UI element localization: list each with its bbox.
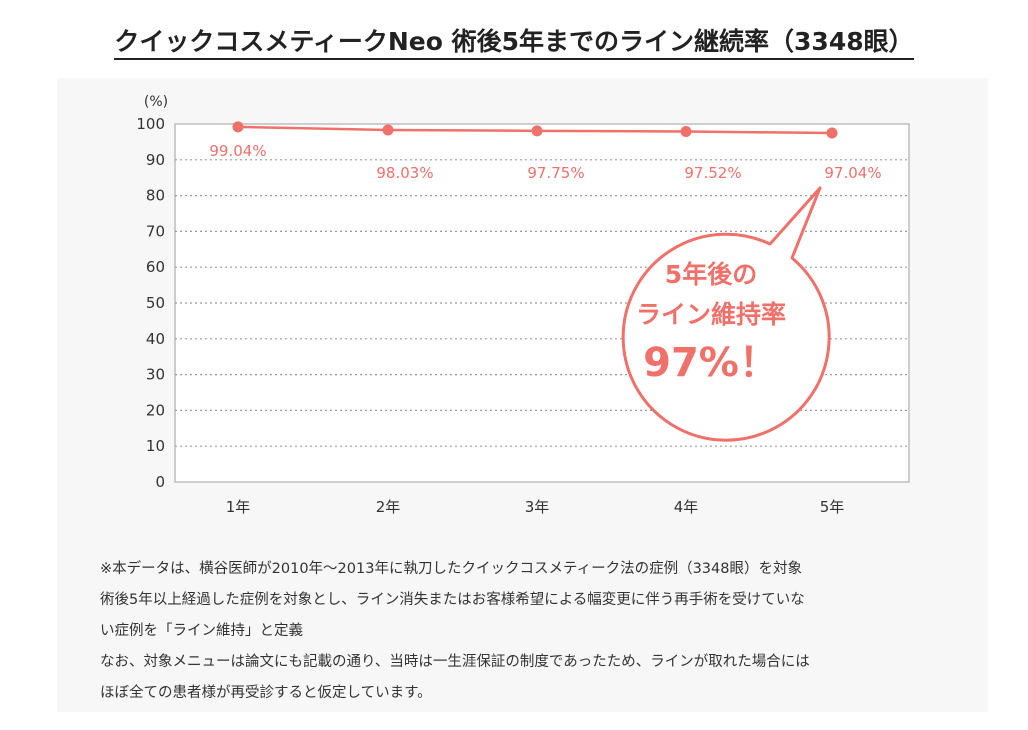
footnote: ※本データは、横谷医師が2010年〜2013年に執刀したクイックコスメティーク法… <box>100 554 950 709</box>
y-tick-label: 80 <box>146 187 165 205</box>
footnote-line-5: ほぼ全ての患者様が再受診すると仮定しています。 <box>100 685 432 701</box>
y-tick-label: 70 <box>146 222 165 240</box>
footnote-line-3: い症例を「ライン維持」と定義 <box>100 623 303 639</box>
y-tick-label: 100 <box>136 115 165 133</box>
series-point <box>382 124 394 136</box>
y-tick-label: 60 <box>146 258 165 276</box>
x-category-label: 2年 <box>376 498 401 516</box>
data-label: 97.52% <box>684 164 741 182</box>
data-label: 97.75% <box>527 164 584 182</box>
y-axis-ticks: 0 10 20 30 40 50 60 70 80 90 100 <box>136 115 165 491</box>
y-tick-label: 0 <box>155 473 165 491</box>
footnote-line-2: 術後5年以上経過した症例を対象とし、ライン消失またはお客様希望による幅変更に伴う… <box>100 592 805 608</box>
callout-shape <box>621 186 831 442</box>
callout-bubble: 5年後の ライン維持率 97%！ <box>621 186 831 442</box>
data-label: 97.04% <box>824 164 881 182</box>
footnote-line-1: ※本データは、横谷医師が2010年〜2013年に執刀したクイックコスメティーク法… <box>100 561 802 577</box>
series-point <box>232 121 244 133</box>
chart-title: クイックコスメティークNeo 術後5年までのライン継続率（3348眼） <box>114 27 914 60</box>
y-tick-label: 10 <box>146 437 165 455</box>
x-axis-categories: 1年 2年 3年 4年 5年 <box>226 498 845 516</box>
y-tick-label: 90 <box>146 151 165 169</box>
data-label: 98.03% <box>376 164 433 182</box>
x-category-label: 3年 <box>525 498 550 516</box>
y-tick-label: 30 <box>146 366 165 384</box>
data-label: 99.04% <box>209 142 266 160</box>
series-point <box>531 125 543 137</box>
series-point <box>680 126 692 138</box>
series-point <box>826 127 838 139</box>
series-points <box>232 121 838 139</box>
y-tick-label: 40 <box>146 330 165 348</box>
data-labels: 99.04% 98.03% 97.75% 97.52% 97.04% <box>209 142 881 182</box>
chart-title-wrap: クイックコスメティークNeo 術後5年までのライン継続率（3348眼） <box>0 22 1028 60</box>
callout-line-3: 97%！ <box>643 340 779 386</box>
callout-line-2: ライン維持率 <box>636 300 786 329</box>
x-category-label: 5年 <box>820 498 845 516</box>
callout-line-1: 5年後の <box>665 260 757 289</box>
x-category-label: 4年 <box>674 498 699 516</box>
footnote-line-4: なお、対象メニューは論文にも記載の通り、当時は一生涯保証の制度であったため、ライ… <box>100 654 810 670</box>
y-axis-unit: (%) <box>144 94 168 110</box>
x-category-label: 1年 <box>226 498 251 516</box>
y-tick-label: 50 <box>146 294 165 312</box>
y-tick-label: 20 <box>146 401 165 419</box>
